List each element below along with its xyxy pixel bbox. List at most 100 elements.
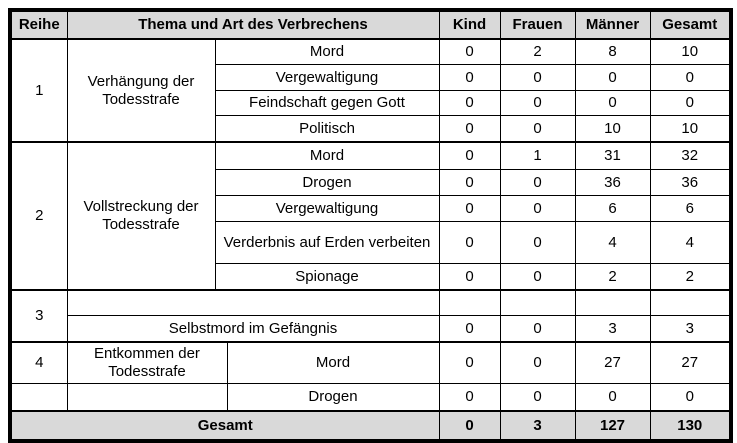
empty-theme-cell bbox=[66, 289, 440, 316]
maenner-cell: 0 bbox=[574, 90, 651, 116]
kind-cell: 0 bbox=[438, 315, 501, 343]
maenner-cell: 10 bbox=[574, 115, 651, 143]
kind-cell: 0 bbox=[438, 263, 501, 291]
empty-reihe-cell bbox=[9, 383, 68, 412]
header-cell-maenner: Männer bbox=[574, 9, 651, 40]
header-cell-reihe: Reihe bbox=[9, 9, 68, 40]
gesamt-cell bbox=[649, 289, 732, 316]
maenner-cell: 36 bbox=[574, 169, 651, 196]
art-cell: Vergewaltigung bbox=[214, 195, 440, 222]
group-4-reihe-cell: 4 bbox=[9, 341, 68, 384]
frauen-cell: 0 bbox=[499, 341, 576, 384]
kind-cell: 0 bbox=[438, 141, 501, 170]
frauen-cell: 0 bbox=[499, 263, 576, 291]
footer-gesamt-cell: 130 bbox=[649, 410, 732, 442]
kind-cell: 0 bbox=[438, 90, 501, 116]
kind-cell: 0 bbox=[438, 38, 501, 65]
table-row: Selbstmord im Gefängnis 0 0 3 3 bbox=[10, 315, 732, 343]
art-cell: Mord bbox=[226, 341, 440, 384]
footer-frauen-cell: 3 bbox=[499, 410, 576, 442]
kind-cell: 0 bbox=[438, 115, 501, 143]
frauen-cell: 0 bbox=[499, 383, 576, 412]
table-row: 4 Entkommen der Todesstrafe Mord 0 0 27 … bbox=[9, 341, 732, 384]
footer-maenner-cell: 127 bbox=[574, 410, 651, 442]
maenner-cell: 8 bbox=[574, 38, 651, 65]
group-3-reihe-cell: 3 bbox=[9, 289, 68, 343]
frauen-cell: 0 bbox=[499, 195, 576, 222]
gesamt-cell: 2 bbox=[649, 263, 732, 291]
kind-cell: 0 bbox=[438, 169, 501, 196]
table-row: 2 Vollstreckung der Todesstrafe Mord 0 1… bbox=[9, 141, 732, 291]
gesamt-cell: 4 bbox=[649, 221, 732, 264]
art-cell: Drogen bbox=[214, 169, 440, 196]
gesamt-cell: 0 bbox=[649, 64, 732, 91]
art-cell: Mord bbox=[214, 141, 440, 170]
footer-label-cell: Gesamt bbox=[9, 410, 440, 442]
maenner-cell: 4 bbox=[574, 221, 651, 264]
frauen-cell: 2 bbox=[499, 38, 576, 65]
table-row: 1 Verhängung der Todesstrafe Mord 0 2 8 … bbox=[9, 38, 732, 143]
art-cell: Selbstmord im Gefängnis bbox=[66, 315, 440, 343]
gesamt-cell: 10 bbox=[649, 38, 732, 65]
kind-cell bbox=[438, 289, 501, 316]
table-container: Reihe Thema und Art des Verbrechens Kind… bbox=[8, 8, 733, 443]
art-cell: Drogen bbox=[226, 383, 440, 412]
frauen-cell: 1 bbox=[499, 141, 576, 170]
frauen-cell: 0 bbox=[499, 90, 576, 116]
group-2-label-cell: Vollstreckung der Todesstrafe bbox=[66, 141, 216, 291]
maenner-cell: 6 bbox=[574, 195, 651, 222]
group-1-reihe-cell: 1 bbox=[9, 38, 68, 143]
frauen-cell: 0 bbox=[499, 64, 576, 91]
gesamt-cell: 10 bbox=[649, 115, 732, 143]
table-row: Drogen 0 0 0 0 bbox=[9, 383, 732, 412]
table-row: Spionage 0 0 2 2 bbox=[10, 263, 732, 291]
frauen-cell: 0 bbox=[499, 115, 576, 143]
gesamt-cell: 32 bbox=[649, 141, 732, 170]
maenner-cell bbox=[574, 289, 651, 316]
frauen-cell bbox=[499, 289, 576, 316]
footer-kind-cell: 0 bbox=[438, 410, 501, 442]
art-cell: Feindschaft gegen Gott bbox=[214, 90, 440, 116]
table-row: Verderbnis auf Erden verbeiten 0 0 4 4 bbox=[10, 221, 732, 264]
kind-cell: 0 bbox=[438, 64, 501, 91]
kind-cell: 0 bbox=[438, 383, 501, 412]
art-cell: Spionage bbox=[214, 263, 440, 291]
kind-cell: 0 bbox=[438, 195, 501, 222]
frauen-cell: 0 bbox=[499, 221, 576, 264]
table-row: 3 bbox=[9, 289, 732, 343]
empty-label-cell bbox=[66, 383, 228, 412]
group-1-label-cell: Verhängung der Todesstrafe bbox=[66, 38, 216, 143]
art-cell: Verderbnis auf Erden verbeiten bbox=[214, 221, 440, 264]
kind-cell: 0 bbox=[438, 221, 501, 264]
table-header-row: Reihe Thema und Art des Verbrechens Kind… bbox=[9, 9, 732, 40]
table-footer-row: Gesamt 0 3 127 130 bbox=[9, 410, 732, 442]
header-cell-gesamt: Gesamt bbox=[649, 9, 732, 40]
art-cell: Politisch bbox=[214, 115, 440, 143]
header-cell-kind: Kind bbox=[438, 9, 501, 40]
art-cell: Mord bbox=[214, 38, 440, 65]
header-cell-frauen: Frauen bbox=[499, 9, 576, 40]
maenner-cell: 0 bbox=[574, 383, 651, 412]
gesamt-cell: 0 bbox=[649, 383, 732, 412]
maenner-cell: 27 bbox=[574, 341, 651, 384]
table-row: Vergewaltigung 0 0 6 6 bbox=[10, 195, 732, 222]
frauen-cell: 0 bbox=[499, 169, 576, 196]
maenner-cell: 2 bbox=[574, 263, 651, 291]
table-row: Vergewaltigung 0 0 0 0 bbox=[10, 64, 732, 91]
table-row: Feindschaft gegen Gott 0 0 0 0 bbox=[10, 90, 732, 116]
gesamt-cell: 36 bbox=[649, 169, 732, 196]
gesamt-cell: 6 bbox=[649, 195, 732, 222]
table-row: Politisch 0 0 10 10 bbox=[10, 115, 732, 143]
gesamt-cell: 0 bbox=[649, 90, 732, 116]
frauen-cell: 0 bbox=[499, 315, 576, 343]
group-4-label-cell: Entkommen der Todesstrafe bbox=[66, 341, 228, 384]
maenner-cell: 31 bbox=[574, 141, 651, 170]
gesamt-cell: 3 bbox=[649, 315, 732, 343]
gesamt-cell: 27 bbox=[649, 341, 732, 384]
crime-statistics-table: Reihe Thema und Art des Verbrechens Kind… bbox=[8, 8, 733, 443]
maenner-cell: 3 bbox=[574, 315, 651, 343]
art-cell: Vergewaltigung bbox=[214, 64, 440, 91]
header-cell-thema: Thema und Art des Verbrechens bbox=[66, 9, 440, 40]
maenner-cell: 0 bbox=[574, 64, 651, 91]
kind-cell: 0 bbox=[438, 341, 501, 384]
